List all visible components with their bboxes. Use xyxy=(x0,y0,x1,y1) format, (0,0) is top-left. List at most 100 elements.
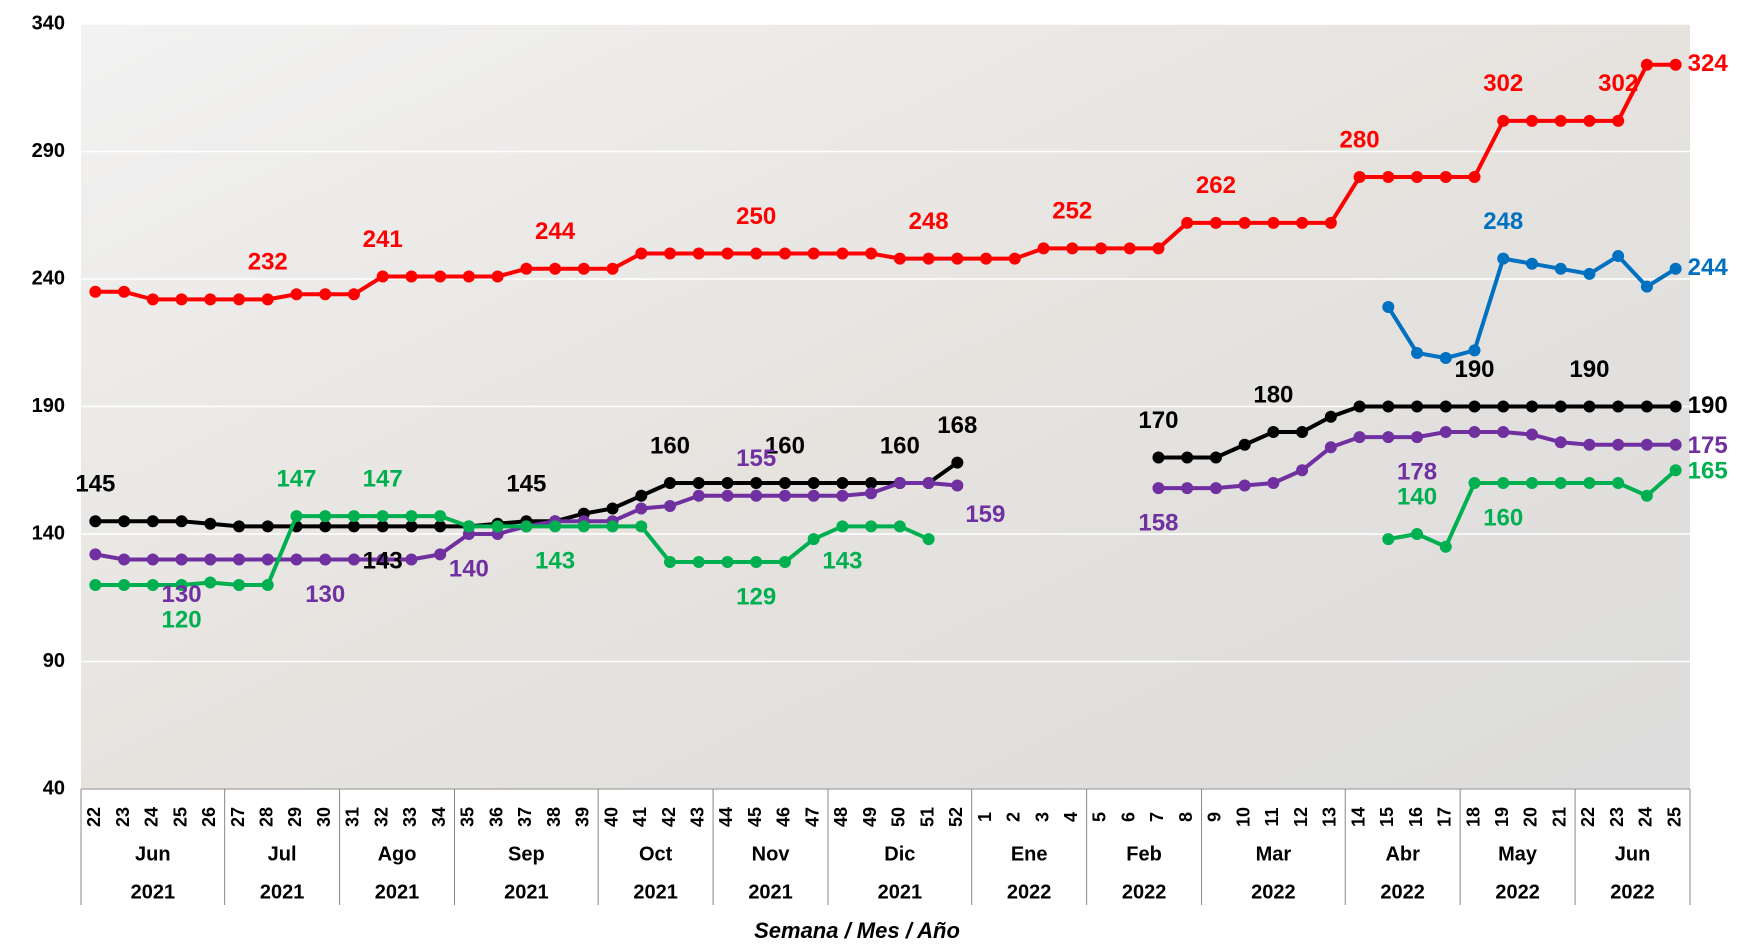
data-label: 130 xyxy=(305,581,345,608)
data-point xyxy=(778,556,791,569)
data-point xyxy=(233,553,246,566)
data-point xyxy=(204,517,217,530)
data-point xyxy=(1382,400,1395,413)
data-point xyxy=(606,520,619,533)
x-tick-label: 52 xyxy=(946,807,966,827)
data-point xyxy=(549,262,562,275)
data-point xyxy=(1382,533,1395,546)
data-point xyxy=(89,285,102,298)
data-point xyxy=(922,477,935,489)
data-point xyxy=(146,515,159,528)
data-point xyxy=(721,477,734,489)
year-label: 2021 xyxy=(633,881,678,903)
data-point xyxy=(1669,262,1682,275)
x-tick-label: 8 xyxy=(1176,812,1196,822)
data-point xyxy=(1382,171,1395,183)
data-point xyxy=(1353,400,1366,413)
data-point xyxy=(1296,426,1309,438)
data-label: 129 xyxy=(736,583,776,610)
x-tick-label: 1 xyxy=(975,812,995,822)
data-point xyxy=(1669,464,1682,477)
data-point xyxy=(664,247,677,260)
data-label: 168 xyxy=(937,412,977,439)
month-label: Abr xyxy=(1385,843,1420,865)
data-point xyxy=(347,288,360,301)
data-point xyxy=(1554,436,1567,449)
y-tick-label: 40 xyxy=(43,777,65,799)
x-tick-label: 44 xyxy=(716,807,736,827)
data-point xyxy=(1554,477,1567,489)
data-point xyxy=(434,520,447,533)
data-label: 155 xyxy=(736,445,776,472)
data-label: 120 xyxy=(162,606,202,633)
data-point xyxy=(893,520,906,533)
x-tick-label: 4 xyxy=(1061,812,1081,822)
data-point xyxy=(118,515,131,528)
data-point xyxy=(922,533,935,546)
data-label: 252 xyxy=(1052,198,1092,225)
data-point xyxy=(1296,216,1309,229)
x-tick-label: 12 xyxy=(1291,807,1311,827)
data-label: 175 xyxy=(1688,432,1728,459)
data-point xyxy=(721,556,734,569)
data-label: 232 xyxy=(248,249,288,276)
data-point xyxy=(491,520,504,533)
data-point xyxy=(1094,242,1107,255)
data-point xyxy=(233,579,246,591)
data-point xyxy=(146,579,159,591)
month-label: Jul xyxy=(268,843,297,865)
data-point xyxy=(1640,58,1653,71)
data-point xyxy=(951,252,964,265)
data-point xyxy=(1411,171,1424,183)
data-point xyxy=(261,579,274,591)
data-point xyxy=(1037,242,1050,255)
data-point xyxy=(462,270,475,283)
data-point xyxy=(1583,114,1596,127)
data-point xyxy=(1439,171,1452,183)
data-point xyxy=(692,247,705,260)
data-point xyxy=(1209,451,1222,464)
x-tick-label: 24 xyxy=(142,807,162,827)
month-label: Ene xyxy=(1011,843,1048,865)
x-tick-label: 41 xyxy=(630,807,650,827)
data-label: 140 xyxy=(449,555,489,582)
data-point xyxy=(1468,477,1481,489)
data-point xyxy=(376,510,389,523)
data-point xyxy=(233,293,246,306)
data-point xyxy=(405,510,418,523)
x-tick-label: 47 xyxy=(802,807,822,827)
data-point xyxy=(1612,250,1625,263)
data-label: 160 xyxy=(765,432,805,459)
data-point xyxy=(1238,438,1251,451)
month-label: Dic xyxy=(884,843,915,865)
data-label: 324 xyxy=(1688,50,1729,77)
year-label: 2022 xyxy=(1122,881,1167,903)
x-tick-label: 50 xyxy=(889,807,909,827)
data-point xyxy=(807,477,820,489)
data-point xyxy=(721,489,734,502)
data-point xyxy=(434,548,447,561)
x-tick-label: 36 xyxy=(486,807,506,827)
data-label: 244 xyxy=(1688,254,1729,281)
data-point xyxy=(1583,400,1596,413)
data-point xyxy=(1267,426,1280,438)
data-point xyxy=(261,520,274,533)
data-point xyxy=(520,520,533,533)
data-point xyxy=(865,520,878,533)
data-point xyxy=(118,579,131,591)
data-point xyxy=(1554,400,1567,413)
data-label: 190 xyxy=(1454,356,1494,383)
x-tick-label: 32 xyxy=(371,807,391,827)
x-tick-label: 40 xyxy=(601,807,621,827)
data-point xyxy=(1612,400,1625,413)
data-point xyxy=(1296,464,1309,477)
data-point xyxy=(836,520,849,533)
data-point xyxy=(1353,171,1366,183)
data-point xyxy=(1411,400,1424,413)
data-point xyxy=(750,247,763,260)
x-tick-label: 45 xyxy=(745,807,765,827)
x-tick-label: 9 xyxy=(1205,812,1225,822)
data-point xyxy=(1066,242,1079,255)
data-point xyxy=(1612,438,1625,451)
x-tick-label: 48 xyxy=(831,807,851,827)
